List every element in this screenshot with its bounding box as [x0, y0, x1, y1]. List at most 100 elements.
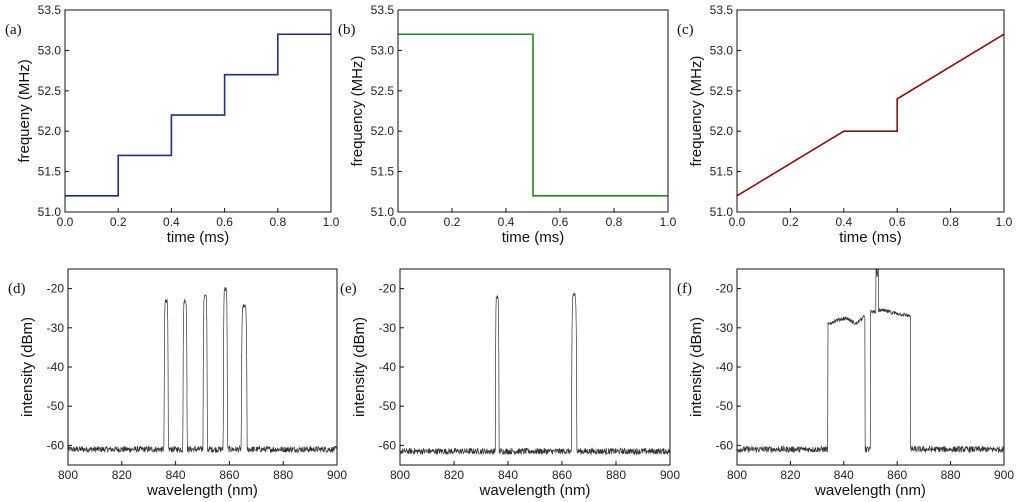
y-tick-label: 53.0: [38, 43, 62, 57]
chart-panel-b: 0.0 0.2 0.4 0.6 0.8 1.0 51.0 51.5 52.0 52.5 53.0 53…: [338, 3, 677, 246]
y-tick-label: 51.0: [371, 205, 395, 219]
x-tick-label: 900: [327, 468, 347, 482]
series-line-b: [398, 33, 668, 197]
y-tick-label: 51.0: [710, 205, 734, 219]
series-line-e: [400, 292, 670, 456]
x-tick-label: 0.6: [552, 215, 569, 229]
series-line-c: [737, 33, 1004, 197]
panel-label: (f): [677, 281, 692, 297]
y-axis-label: frequency (MHz): [349, 56, 366, 167]
series-line-d: [68, 287, 337, 454]
y-tick-label: 52.0: [371, 124, 395, 138]
y-tick-label: 52.5: [38, 84, 62, 98]
y-tick-label: 53.5: [38, 3, 62, 17]
y-tick-label: 53.0: [371, 43, 395, 57]
y-tick-label: -30: [47, 321, 65, 335]
y-tick-label: 53.5: [371, 3, 395, 17]
y-tick-label: 52.5: [371, 84, 395, 98]
y-tick-label: -40: [47, 360, 65, 374]
chart-panel-a: 0.0 0.2 0.4 0.6 0.8 1.0 51.0 51.5 52.0 52.5 53.0 53…: [5, 3, 340, 246]
y-axis-label: frequeny (MHz): [16, 59, 33, 162]
x-tick-label: 880: [941, 468, 961, 482]
x-axis-label: wavelength (nm): [479, 482, 591, 499]
x-tick-label: 0.2: [444, 215, 461, 229]
y-tick-label: -60: [47, 438, 65, 452]
y-tick-label: -60: [379, 438, 397, 452]
x-tick-label: 0.0: [729, 215, 746, 229]
plot-frame-d: [67, 268, 338, 466]
x-tick-label: 0.0: [57, 215, 74, 229]
x-tick-label: 860: [219, 468, 239, 482]
x-tick-label: 0.4: [835, 215, 852, 229]
x-axis-label: wavelength (nm): [814, 482, 926, 499]
x-tick-label: 0.4: [498, 215, 515, 229]
x-tick-label: 880: [606, 468, 626, 482]
x-axis-label: wavelength (nm): [146, 482, 258, 499]
y-tick-label: -20: [47, 282, 65, 296]
y-axis-label: intensity (dBm): [19, 317, 36, 417]
y-tick-label: -50: [379, 399, 397, 413]
y-tick-label: 51.5: [710, 165, 734, 179]
y-tick-label: -40: [716, 360, 734, 374]
x-tick-label: 880: [273, 468, 293, 482]
x-tick-label: 1.0: [323, 215, 340, 229]
y-tick-label: -30: [716, 321, 734, 335]
x-tick-label: 860: [887, 468, 907, 482]
x-axis-label: time (ms): [839, 229, 902, 246]
chart-panel-c: 0.0 0.2 0.4 0.6 0.8 1.0 51.0 51.5 52.0 52.5 53.0 53…: [677, 3, 1013, 246]
panel-label: (d): [8, 281, 26, 297]
x-tick-label: 0.6: [216, 215, 233, 229]
panel-label: (b): [338, 22, 356, 38]
y-tick-label: -40: [379, 360, 397, 374]
y-tick-label: -50: [47, 399, 65, 413]
x-axis-label: time (ms): [167, 229, 230, 246]
x-tick-label: 860: [552, 468, 572, 482]
y-tick-label: 52.0: [38, 124, 62, 138]
x-tick-label: 1.0: [660, 215, 677, 229]
y-tick-label: 51.5: [38, 165, 62, 179]
x-tick-label: 840: [834, 468, 854, 482]
x-tick-label: 900: [660, 468, 680, 482]
series-line-f: [737, 269, 1004, 454]
x-tick-label: 820: [112, 468, 132, 482]
plot-frame-c: [736, 9, 1005, 213]
x-tick-label: 0.2: [782, 215, 799, 229]
y-axis-label: frequency (MHz): [688, 56, 705, 167]
plot-frame-b: [397, 9, 669, 213]
x-tick-label: 0.8: [269, 215, 286, 229]
x-tick-label: 800: [58, 468, 78, 482]
y-tick-label: 53.5: [710, 3, 734, 17]
panel-label: (e): [340, 281, 357, 297]
x-tick-label: 0.6: [889, 215, 906, 229]
y-tick-label: 53.0: [710, 43, 734, 57]
y-tick-label: 51.5: [371, 165, 395, 179]
y-axis-label: intensity (dBm): [688, 317, 705, 417]
x-tick-label: 800: [727, 468, 747, 482]
x-tick-label: 0.8: [942, 215, 959, 229]
x-tick-label: 840: [498, 468, 518, 482]
x-tick-label: 0.0: [390, 215, 407, 229]
panel-label: (c): [677, 22, 694, 38]
y-tick-label: -60: [716, 438, 734, 452]
x-tick-label: 0.4: [163, 215, 180, 229]
y-tick-label: -30: [379, 321, 397, 335]
plot-frame-e: [399, 268, 671, 466]
x-tick-label: 0.2: [110, 215, 127, 229]
x-axis-label: time (ms): [502, 229, 565, 246]
y-tick-label: 52.5: [710, 84, 734, 98]
x-tick-label: 820: [780, 468, 800, 482]
y-tick-label: 51.0: [38, 205, 62, 219]
plot-frame-a: [64, 9, 332, 213]
panel-label: (a): [5, 22, 22, 38]
y-tick-label: -20: [379, 282, 397, 296]
series-line-a: [65, 33, 331, 197]
chart-panel-f: 800 820 840 860 880 900 -60 -50 -40 -30 -20 wavelen…: [677, 268, 1014, 499]
x-tick-label: 0.8: [606, 215, 623, 229]
x-tick-label: 820: [444, 468, 464, 482]
x-tick-label: 900: [994, 468, 1014, 482]
x-tick-label: 840: [166, 468, 186, 482]
y-axis-label: intensity (dBm): [351, 317, 368, 417]
y-tick-label: -20: [716, 282, 734, 296]
chart-panel-d: 800 820 840 860 880 900 -60 -50 -40 -30 -20 wavelen…: [8, 268, 347, 499]
